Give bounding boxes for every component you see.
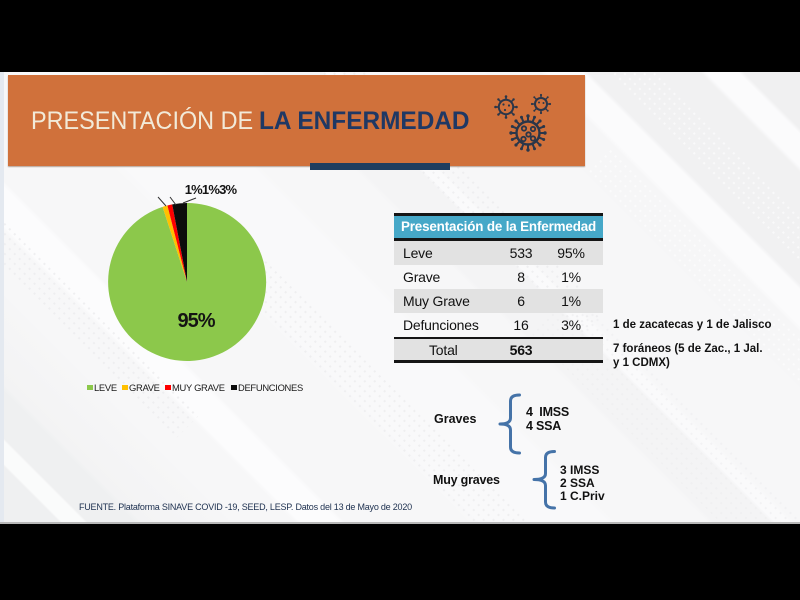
svg-text:95%: 95% bbox=[177, 310, 215, 332]
svg-text:1%1%3%: 1%1%3% bbox=[185, 182, 238, 197]
